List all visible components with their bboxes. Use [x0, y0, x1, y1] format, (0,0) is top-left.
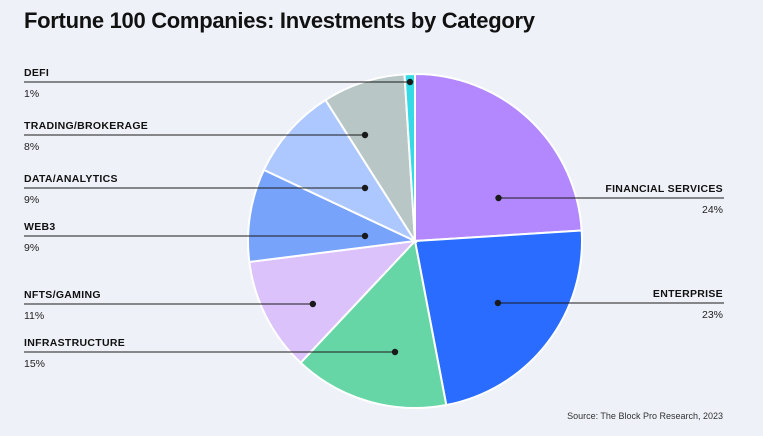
slice-label: INFRASTRUCTURE: [24, 337, 125, 349]
slice-percent: 15%: [24, 358, 45, 370]
pie-slice-nfts-gaming: [248, 239, 418, 365]
leader-dot: [361, 131, 369, 139]
slice-label: TRADING/BROKERAGE: [24, 120, 148, 132]
slice-label: ENTERPRISE: [653, 288, 723, 300]
slice-percent: 24%: [702, 204, 723, 216]
callout-nfts-gaming: NFTS/GAMING 11%: [24, 289, 317, 322]
source-note: Source: The Block Pro Research, 2023: [567, 411, 723, 421]
leader-dot: [495, 194, 502, 202]
leader-dot: [309, 300, 317, 308]
callout-layer: FINANCIAL SERVICES 24% ENTERPRISE 23% INFRAS…: [24, 67, 724, 370]
slice-label: DATA/ANALYTICS: [24, 173, 118, 185]
slice-percent: 9%: [24, 242, 39, 254]
chart-title: Fortune 100 Companies: Investments by Ca…: [24, 8, 535, 33]
pie-slice-infrastructure: [299, 238, 448, 409]
callout-infrastructure: INFRASTRUCTURE 15%: [24, 337, 399, 370]
slice-percent: 1%: [24, 88, 39, 100]
slice-label: NFTS/GAMING: [24, 289, 101, 301]
callout-data-analytics: DATA/ANALYTICS 9%: [24, 173, 369, 206]
pie-slice-web3: [247, 168, 419, 264]
slice-percent: 23%: [702, 309, 723, 321]
callout-trading-brokerage: TRADING/BROKERAGE 8%: [24, 120, 369, 153]
leader-dot: [391, 348, 399, 356]
slice-percent: 11%: [24, 310, 44, 322]
pie-slice-enterprise: [413, 229, 583, 407]
pie-slice-financial-services: [414, 72, 583, 243]
pie-slice-defi: [403, 72, 416, 242]
callout-web3: WEB3 9%: [24, 221, 369, 254]
slice-label: FINANCIAL SERVICES: [605, 183, 723, 195]
callout-defi: DEFI 1%: [24, 67, 414, 100]
slice-percent: 9%: [24, 194, 39, 206]
slice-label: WEB3: [24, 221, 56, 233]
slice-label: DEFI: [24, 67, 49, 79]
callout-enterprise: ENTERPRISE 23%: [494, 288, 724, 321]
leader-dot: [361, 184, 369, 192]
leader-dot: [361, 232, 369, 240]
callout-financial-services: FINANCIAL SERVICES 24%: [495, 183, 724, 216]
slice-percent: 8%: [24, 141, 39, 153]
leader-dot: [406, 78, 414, 86]
leader-dot: [494, 299, 502, 307]
